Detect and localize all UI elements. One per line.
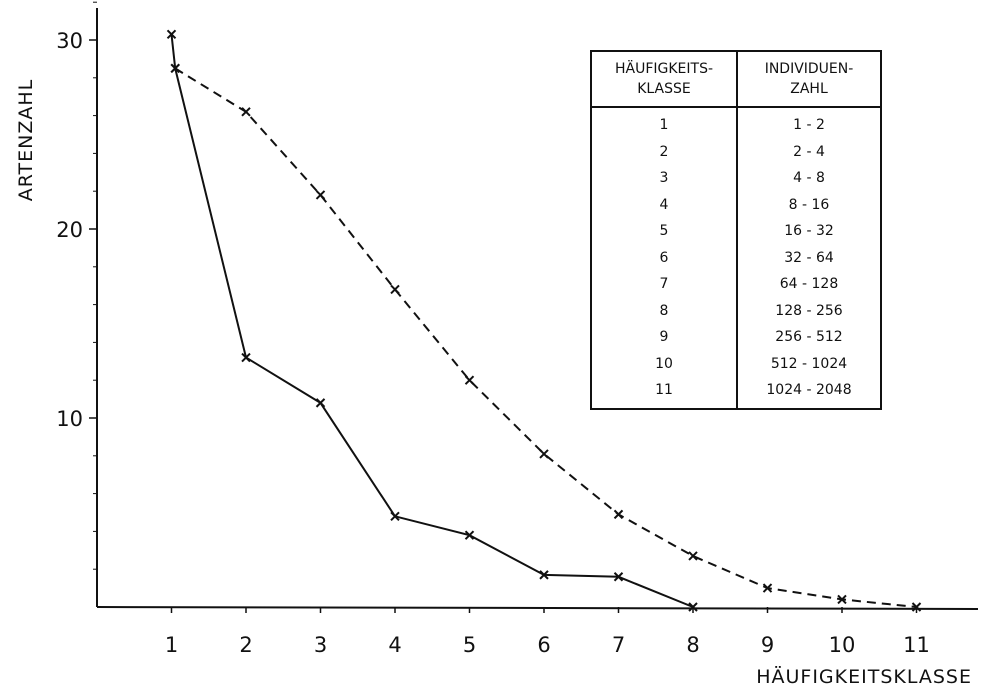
x-axis-line [96,606,979,610]
table-row: 11 1024 - 2048 [591,377,881,409]
table-row: 7 64 - 128 [591,271,881,298]
x-tick-label: 11 [903,633,930,657]
x-tick-label: 5 [463,633,476,657]
table-cell-count: 8 - 16 [788,196,830,213]
x-tick-label: 3 [314,633,327,657]
header-line: HÄUFIGKEITS- [614,61,714,77]
data-point-marker [241,107,251,117]
table-cell-class: 1 [591,107,738,139]
data-point-marker [613,509,624,520]
data-point-marker [464,375,475,385]
x-tick-label: 7 [612,633,625,657]
data-point-marker [170,63,180,74]
axes [96,8,979,610]
data-point-marker [762,583,773,593]
table-cell-count: 512 - 1024 [770,355,848,372]
data-point-marker [688,551,698,561]
x-tick-label: 8 [686,633,699,657]
header-line: INDIVIDUEN- [764,61,854,77]
table-cell-count: 4 - 8 [793,170,825,187]
table-cell-count: 32 - 64 [784,249,834,266]
series-line [174,67,917,608]
table-header-row: HÄUFIGKEITS- KLASSE INDIVIDUEN- ZAHL [591,51,881,108]
table-cell-class: 6 [591,244,738,271]
y-tick-label: 30 [56,29,83,53]
table-row: 9 256 - 512 [591,324,881,351]
table-cell-count: 1 - 2 [793,117,825,134]
data-point-marker [539,449,549,459]
table-cell-class: 11 [591,377,738,409]
x-tick-label: 4 [388,633,401,657]
series-dashed [170,63,922,612]
table-body: 1 1 - 2 2 2 - 4 3 4 - 8 4 8 - 16 5 16 - 32 6 32 - 6… [591,107,881,409]
x-tick-label: 6 [537,633,550,657]
table-cell-class: 8 [591,297,738,324]
data-point-marker [390,284,400,295]
table-row: 10 512 - 1024 [591,350,881,377]
table-cell-class: 9 [591,324,738,351]
data-point-marker [539,570,549,580]
table-row: 2 2 - 4 [591,138,881,165]
data-point-marker [464,530,475,540]
y-tick-label: 20 [56,218,83,242]
series-solid [166,29,698,612]
data-point-marker [837,594,847,605]
data-point-marker [390,511,400,521]
y-tick-label: 10 [56,407,83,431]
table-header-count: INDIVIDUEN- ZAHL [737,51,881,108]
data-point-marker [241,352,251,363]
table-row: 5 16 - 32 [591,218,881,245]
x-tick-label: 10 [829,633,856,657]
x-tick-label: 2 [239,633,252,657]
table-cell-count: 128 - 256 [775,302,843,319]
y-ticks: 10 20 30 [56,1,97,570]
table-cell-count: 2 - 4 [793,143,825,160]
table-row: 1 1 - 2 [591,107,881,139]
table-cell-count: 1024 - 2048 [766,382,852,399]
table-row: 6 32 - 64 [591,244,881,271]
data-point-marker [613,572,624,582]
data-point-marker [166,29,177,40]
data-point-marker [315,190,326,200]
x-tick-label: 1 [165,633,178,657]
data-point-marker [315,398,326,408]
frequency-class-table: HÄUFIGKEITS- KLASSE INDIVIDUEN- ZAHL 1 1 … [590,50,882,410]
x-axis-title: HÄUFIGKEITSKLASSE [756,665,972,688]
header-line: ZAHL [790,81,828,97]
table-cell-class: 5 [591,218,738,245]
data-point-marker [911,602,922,612]
table-cell-count: 256 - 512 [775,329,843,346]
data-point-marker [688,602,698,612]
table-row: 4 8 - 16 [591,191,881,218]
x-ticks: 1 2 3 4 5 6 7 8 9 10 11 [165,607,930,657]
y-axis-title: ARTENZAHL [15,79,37,202]
table-row: 3 4 - 8 [591,165,881,192]
table-cell-class: 2 [591,138,738,165]
table-cell-count: 64 - 128 [779,276,839,293]
header-line: KLASSE [637,81,691,97]
table-cell-class: 4 [591,191,738,218]
series-group [166,29,922,612]
table-row: 8 128 - 256 [591,297,881,324]
table-cell-class: 10 [591,350,738,377]
table-cell-class: 3 [591,165,738,192]
table-cell-count: 16 - 32 [784,223,834,240]
table-cell-class: 7 [591,271,738,298]
x-tick-label: 9 [761,633,774,657]
table-header-class: HÄUFIGKEITS- KLASSE [591,51,738,108]
